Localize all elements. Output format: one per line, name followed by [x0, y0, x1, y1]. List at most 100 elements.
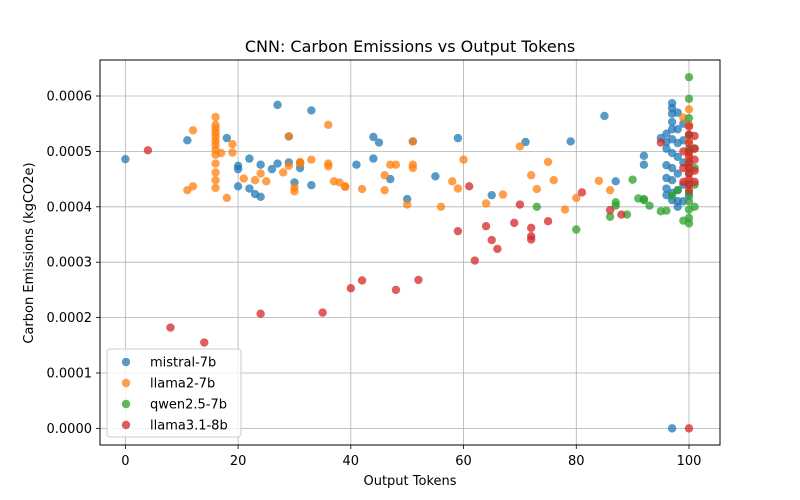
llama3-1-8b-point [256, 309, 265, 318]
mistral-7b-point [673, 169, 682, 178]
llama3-1-8b-point [605, 205, 615, 215]
llama3-1-8b-point [526, 235, 536, 244]
qwen2-5-7b-point [639, 195, 649, 205]
llama2-7b-point [380, 185, 389, 195]
llama2-7b-point [216, 148, 226, 158]
legend-marker-llama3-1-8b [121, 420, 131, 430]
y-tick-label: 0.0002 [47, 311, 93, 326]
llama3-1-8b-point [577, 188, 587, 197]
llama3-1-8b-point [493, 244, 502, 254]
llama3-1-8b-point [690, 131, 699, 141]
llama2-7b-point [453, 184, 463, 193]
llama3-1-8b-point [481, 221, 491, 231]
axis-ticks: 0 20 40 60 80 100 0.0000 0.0001 0.0002 0.0003 0.00… [47, 90, 702, 469]
llama3-1-8b-point [690, 166, 699, 175]
llama3-1-8b-point [684, 185, 694, 195]
mistral-7b-point [611, 177, 620, 186]
qwen2-5-7b-point [628, 175, 637, 184]
llama2-7b-point [211, 159, 220, 168]
mistral-7b-point [639, 151, 649, 161]
llama2-7b-point [594, 176, 604, 185]
mistral-7b-point [121, 154, 130, 164]
llama3-1-8b-point [510, 218, 519, 228]
mistral-7b-point [369, 154, 378, 163]
mistral-7b-point [273, 159, 282, 168]
qwen2-5-7b-point [572, 225, 581, 234]
llama2-7b-point [307, 155, 316, 164]
llama2-7b-point [211, 112, 220, 122]
llama2-7b-point [324, 120, 333, 130]
mistral-7b-point [673, 125, 682, 134]
mistral-7b-point [667, 163, 677, 173]
llama3-1-8b-point [515, 200, 525, 209]
llama2-7b-point [391, 160, 401, 169]
mistral-7b-point [307, 106, 316, 115]
mistral-7b-point [256, 160, 265, 169]
y-tick-label: 0.0005 [47, 145, 93, 160]
llama3-1-8b-point [526, 223, 536, 233]
mistral-7b-point [673, 152, 682, 162]
llama2-7b-point [211, 168, 220, 177]
llama3-1-8b-point [470, 256, 480, 265]
llama3-1-8b-point [414, 275, 423, 285]
llama2-7b-point [211, 183, 220, 193]
llama2-7b-point [436, 202, 446, 211]
x-tick-label: 100 [677, 454, 702, 469]
qwen2-5-7b-point [690, 202, 699, 211]
mistral-7b-point [662, 184, 671, 193]
qwen2-5-7b-point [667, 191, 677, 200]
llama2-7b-point [560, 205, 570, 214]
llama3-1-8b-point [391, 285, 401, 295]
mistral-7b-point [639, 160, 649, 169]
chart-title: CNN: Carbon Emissions vs Output Tokens [245, 37, 575, 56]
qwen2-5-7b-point [605, 212, 615, 221]
llama2-7b-point [250, 176, 260, 185]
mistral-7b-point [267, 164, 277, 174]
llama2-7b-point [498, 190, 508, 199]
llama3-1-8b-point [143, 146, 153, 155]
mistral-7b-point [245, 184, 254, 193]
llama3-1-8b-point [200, 338, 209, 347]
llama2-7b-point [684, 105, 694, 114]
llama2-7b-point [278, 168, 288, 177]
y-tick-label: 0.0000 [47, 422, 93, 437]
x-tick-label: 20 [230, 454, 247, 469]
x-tick-label: 80 [568, 454, 585, 469]
y-axis-label: Carbon Emissions (kgCO2e) [22, 162, 37, 343]
mistral-7b-point [662, 144, 671, 153]
llama3-1-8b-point [690, 144, 699, 153]
x-tick-label: 0 [121, 454, 129, 469]
llama2-7b-point [515, 142, 525, 151]
legend-marker-qwen2-5-7b [121, 399, 131, 409]
llama2-7b-point [228, 140, 237, 149]
qwen2-5-7b-point [673, 185, 682, 195]
mistral-7b-point [307, 180, 316, 190]
mistral-7b-point [600, 111, 609, 121]
llama2-7b-point [256, 169, 265, 178]
llama2-7b-point [340, 182, 350, 191]
y-tick-label: 0.0001 [47, 366, 93, 381]
llama3-1-8b-point [617, 210, 626, 219]
llama3-1-8b-point [453, 226, 463, 236]
mistral-7b-point [245, 154, 254, 163]
y-tick-label: 0.0006 [47, 90, 93, 105]
legend-label-llama3-1-8b: llama3.1-8b [150, 419, 228, 434]
qwen2-5-7b-point [684, 219, 694, 228]
mistral-7b-point [273, 100, 282, 110]
mistral-7b-point [256, 192, 265, 202]
mistral-7b-point [667, 424, 677, 433]
mistral-7b-point [673, 202, 682, 211]
mistral-7b-point [667, 117, 677, 127]
mistral-7b-point [521, 137, 530, 147]
llama2-7b-point [211, 176, 220, 185]
x-tick-label: 40 [343, 454, 360, 469]
mistral-7b-point [222, 133, 232, 143]
llama3-1-8b-point [318, 308, 327, 317]
llama2-7b-point [290, 187, 299, 196]
legend-box [106, 348, 242, 438]
llama3-1-8b-point [684, 424, 694, 433]
mistral-7b-point [667, 176, 677, 185]
llama2-7b-point [222, 193, 232, 203]
legend-marker-llama2-7b [121, 378, 131, 388]
